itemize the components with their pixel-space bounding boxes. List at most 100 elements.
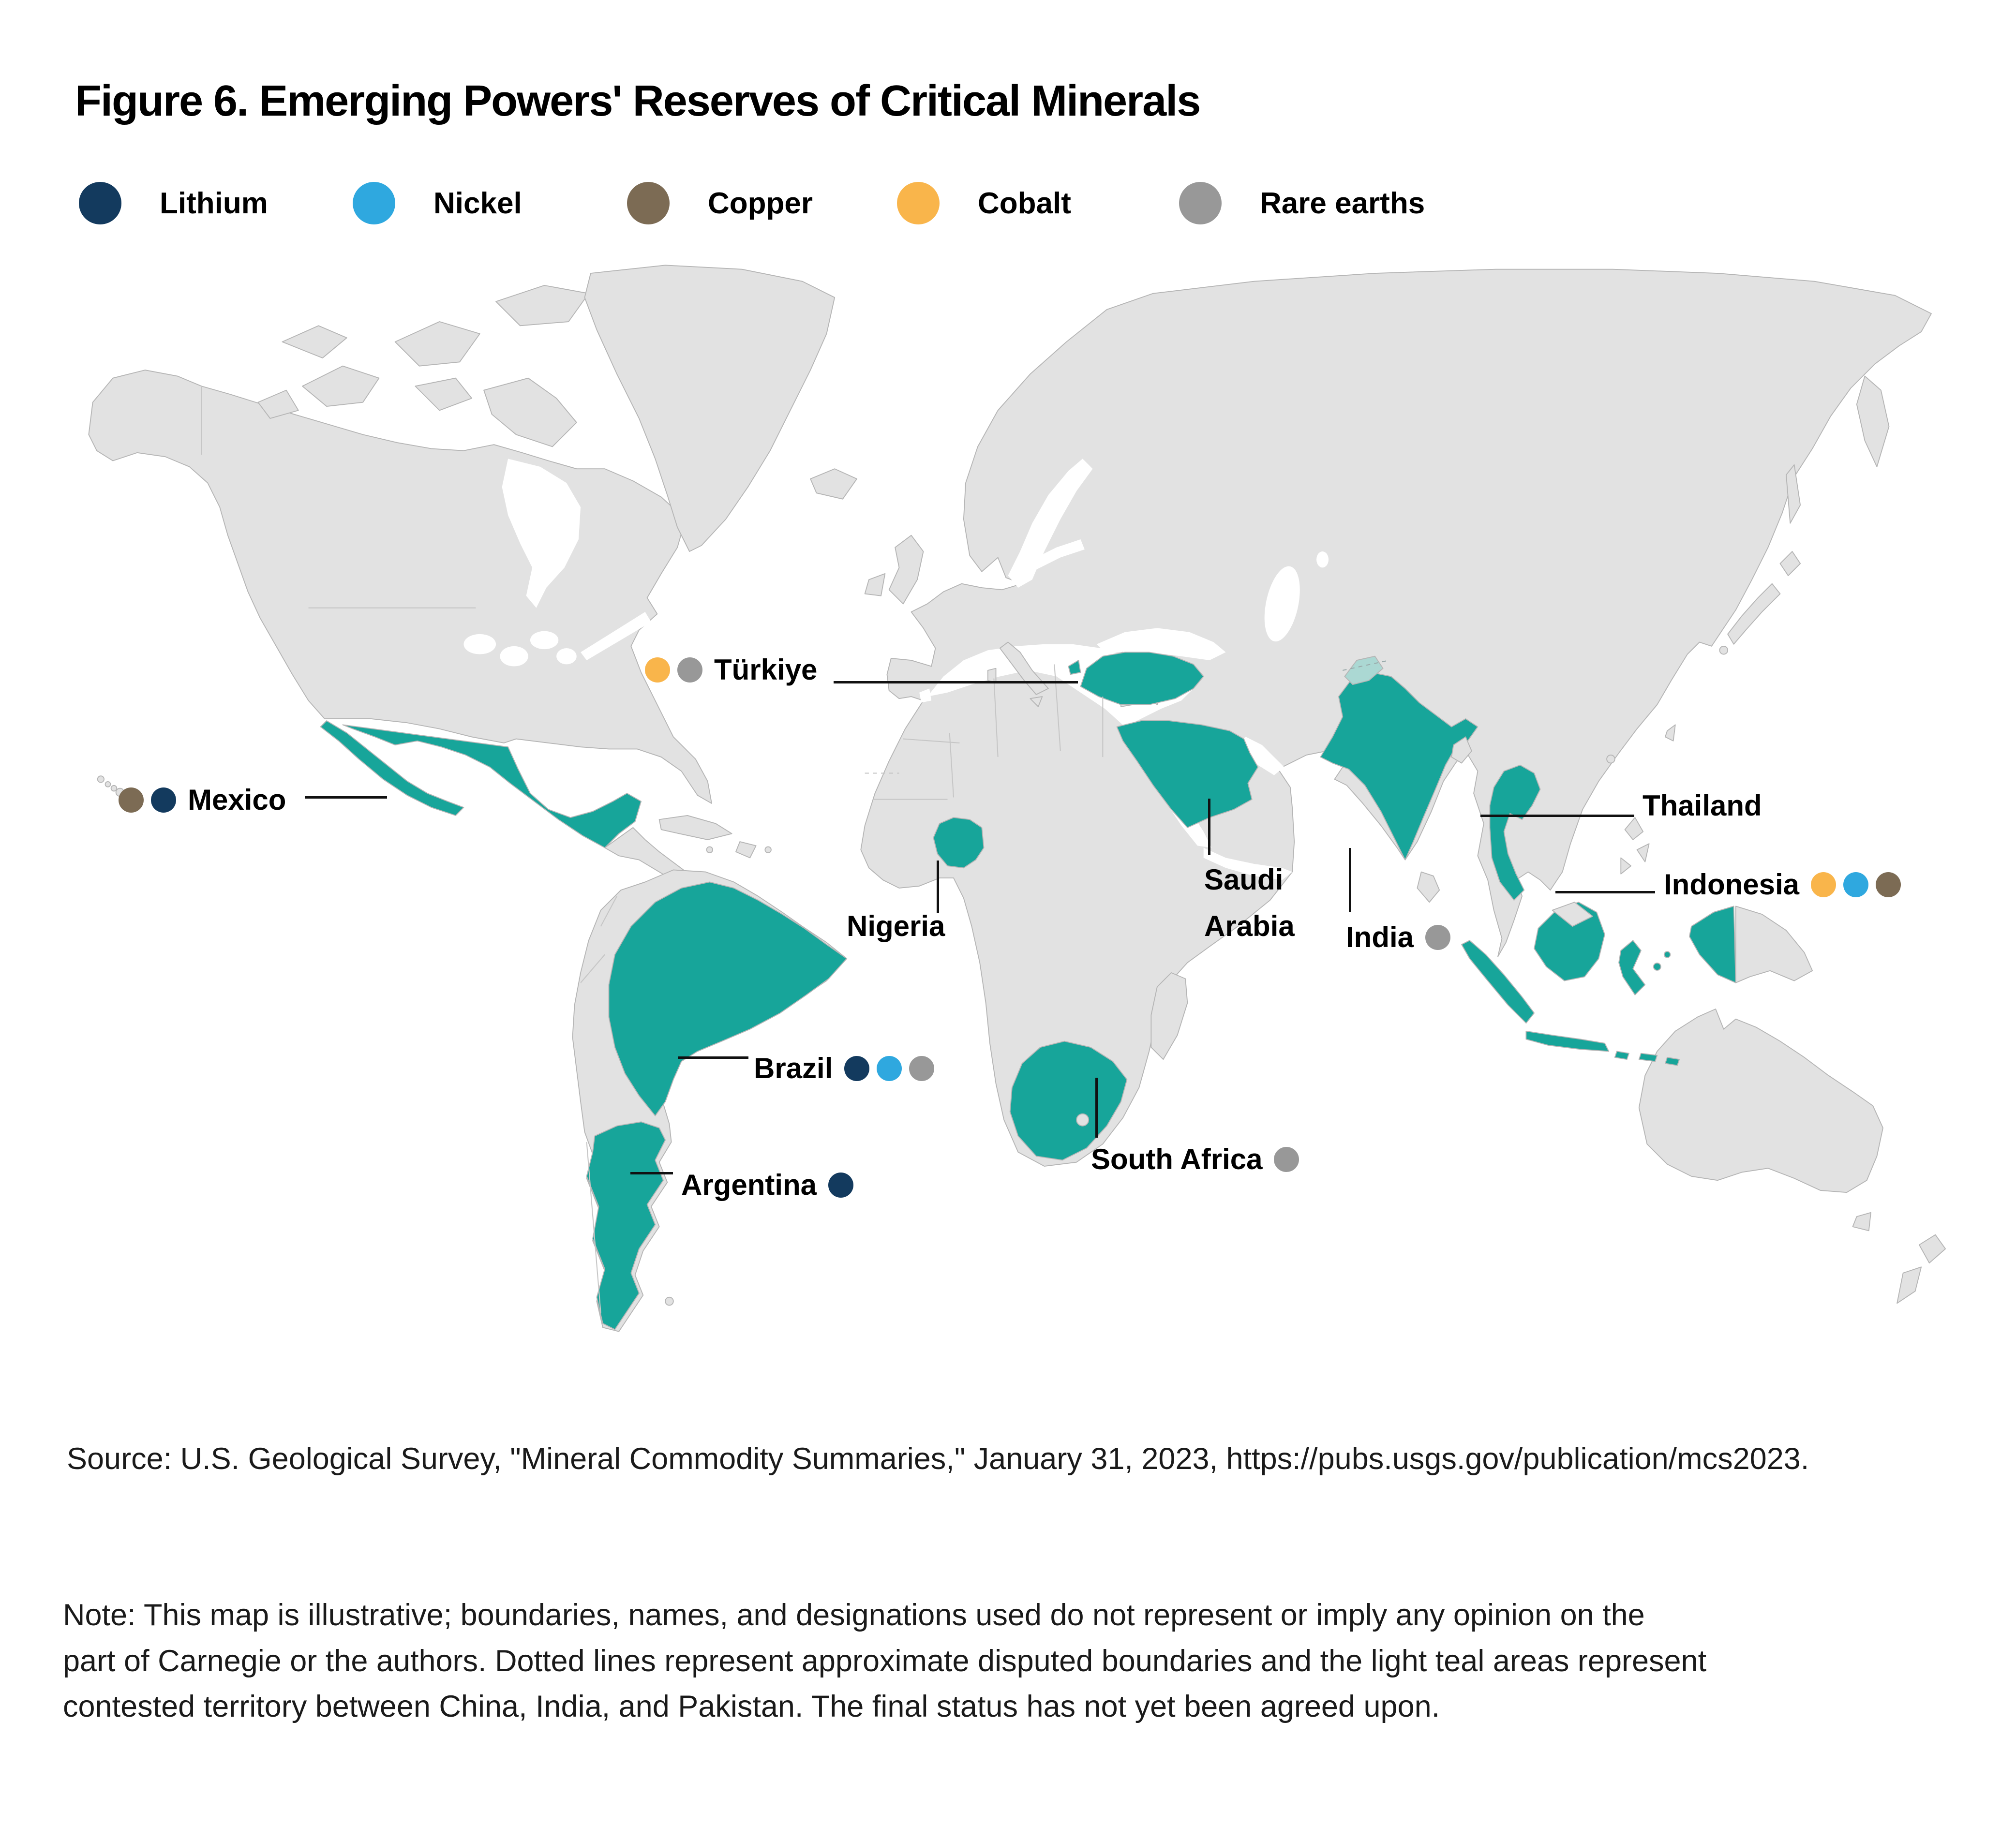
arctic-islands <box>257 285 589 447</box>
leader-line-argentina <box>630 1172 673 1174</box>
falkland-islands <box>665 1296 674 1306</box>
map-label-brazil: Brazil <box>754 1052 935 1084</box>
new-zealand <box>1897 1234 1946 1304</box>
great-britain <box>888 534 924 605</box>
note-text: Note: This map is illustrative; boundari… <box>63 1592 1706 1730</box>
cobalt-dot-icon <box>645 657 670 683</box>
leader-line-brazil <box>678 1056 748 1059</box>
leader-line-mexico <box>305 796 387 799</box>
tasmania <box>1852 1212 1871 1232</box>
mexico-label: Mexico <box>188 784 286 816</box>
bangladesh <box>1451 736 1472 764</box>
leader-line-south-africa <box>1095 1078 1098 1138</box>
indonesia-label: Indonesia <box>1664 868 1800 901</box>
note-line-1: Note: This map is illustrative; boundari… <box>63 1598 1645 1632</box>
rare-earths-dot-icon <box>1425 925 1451 950</box>
malaysia-borneo <box>1552 902 1593 927</box>
japan <box>1727 583 1781 645</box>
turkiye-label: Türkiye <box>714 653 818 686</box>
greenland <box>584 265 836 552</box>
nickel-legend-dot-icon <box>353 182 395 224</box>
nickel-dot-icon <box>1843 872 1869 897</box>
country-south-africa <box>1009 1040 1128 1161</box>
legend-item-rare-earths: Rare earths <box>1179 182 1425 224</box>
lesotho <box>1076 1113 1090 1127</box>
map-label-indonesia: Indonesia <box>1664 870 1901 900</box>
figure-title: Figure 6. Emerging Powers' Reserves of C… <box>75 77 1201 125</box>
map-label-saudi-arabia: Saudi Arabia <box>1204 857 1320 950</box>
leader-line-india <box>1349 848 1351 912</box>
baltic-sea <box>1008 459 1093 588</box>
ireland <box>864 573 886 596</box>
map-label-turkiye: Türkiye <box>645 655 817 685</box>
map-label-south-africa: South Africa <box>1091 1144 1299 1174</box>
country-indonesia-papua <box>1688 906 1736 983</box>
papua-new-guinea <box>1735 906 1813 983</box>
sardinia <box>987 668 997 683</box>
persian-gulf <box>1236 737 1284 775</box>
nigeria-label: Nigeria <box>847 910 945 942</box>
saudi-arabia-label: Saudi Arabia <box>1204 863 1295 942</box>
rare-earths-dot-icon <box>909 1056 935 1081</box>
country-brazil <box>608 881 848 1116</box>
hainan <box>1606 754 1615 764</box>
madagascar <box>1150 972 1188 1060</box>
lithium-dot-icon <box>151 787 176 813</box>
lithium-dot-icon <box>844 1056 870 1081</box>
thailand-label: Thailand <box>1643 789 1762 822</box>
rare-earths-dot-icon <box>1274 1147 1299 1172</box>
legend-label-rare-earths: Rare earths <box>1260 186 1425 220</box>
cuba <box>658 815 732 840</box>
legend-label-nickel: Nickel <box>433 186 522 220</box>
legend-item-copper: Copper <box>627 182 813 224</box>
map-label-argentina: Argentina <box>681 1169 854 1201</box>
contested-kashmir <box>1344 655 1384 685</box>
note-line-2: part of Carnegie or the authors. Dotted … <box>63 1644 1707 1678</box>
country-mexico-baja <box>320 720 464 816</box>
source-text: Source: U.S. Geological Survey, "Mineral… <box>67 1442 1809 1476</box>
copper-dot-icon <box>1876 872 1901 897</box>
map-label-mexico: Mexico <box>119 785 286 815</box>
country-nigeria <box>933 817 985 869</box>
world-map <box>88 265 1946 1332</box>
hokkaido <box>1779 551 1801 576</box>
country-saudi-arabia <box>1116 720 1259 828</box>
map-label-thailand: Thailand <box>1643 791 1762 821</box>
leader-line-nigeria <box>937 861 939 913</box>
argentina-label: Argentina <box>681 1169 817 1201</box>
lithium-dot-icon <box>828 1173 854 1198</box>
legend-item-cobalt: Cobalt <box>897 182 1071 224</box>
kamchatka <box>1856 375 1890 467</box>
legend-item-nickel: Nickel <box>353 182 522 224</box>
cobalt-dot-icon <box>1811 872 1837 897</box>
legend-label-copper: Copper <box>708 186 813 220</box>
lithium-legend-dot-icon <box>79 182 121 224</box>
philippines <box>1620 817 1650 875</box>
leader-line-thailand <box>1480 815 1634 817</box>
note-line-3: contested territory between China, India… <box>63 1690 1440 1723</box>
country-indonesia-java <box>1525 1030 1610 1052</box>
country-indonesia-sulawesi <box>1618 940 1646 995</box>
country-thailand <box>1489 764 1541 901</box>
country-argentina <box>586 1121 666 1330</box>
copper-dot-icon <box>119 787 144 813</box>
india-label: India <box>1346 921 1414 953</box>
leader-line-turkiye <box>834 681 1078 683</box>
map-label-nigeria: Nigeria <box>847 911 945 941</box>
country-indonesia-sumatra <box>1461 940 1535 1024</box>
rare-earths-legend-dot-icon <box>1179 182 1222 224</box>
country-turkiye <box>1068 652 1204 705</box>
caspian-sea <box>1264 566 1300 642</box>
gulf-of-aden <box>1203 847 1293 880</box>
iceland <box>810 468 857 500</box>
leader-line-saudi-arabia <box>1208 799 1210 855</box>
sri-lanka <box>1417 871 1440 903</box>
gibraltar-strait <box>919 688 932 703</box>
leader-line-indonesia <box>1555 891 1655 893</box>
hispaniola <box>735 841 757 859</box>
taiwan <box>1664 724 1676 742</box>
brazil-label: Brazil <box>754 1052 833 1084</box>
legend-item-lithium: Lithium <box>79 182 268 224</box>
australia <box>1638 1009 1883 1193</box>
